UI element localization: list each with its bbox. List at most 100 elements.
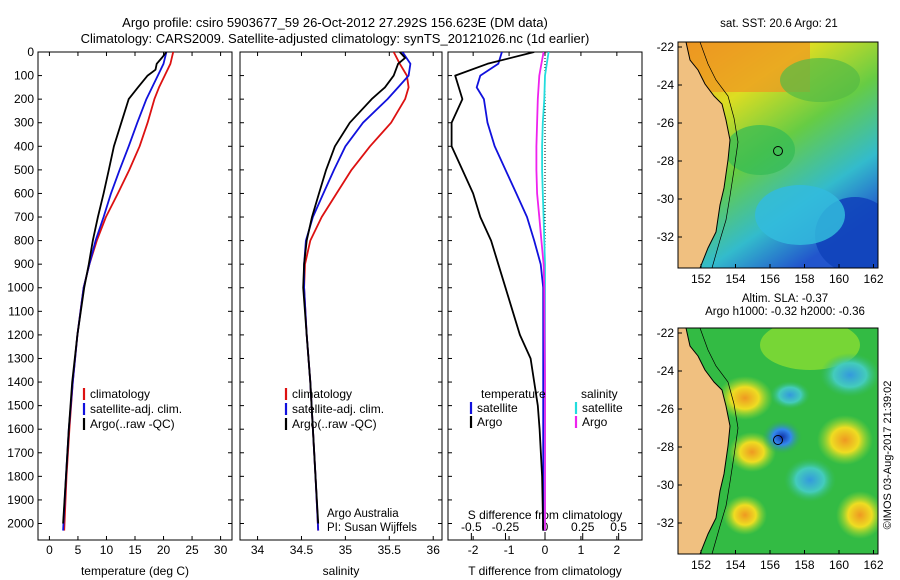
y-tick-label: 800 xyxy=(14,234,34,248)
y-tick-label: 1500 xyxy=(7,399,34,413)
credit-label: Argo Australia xyxy=(327,508,399,520)
x-tick-label: 36 xyxy=(427,543,441,557)
legend-label: Argo(..raw -QC) xyxy=(292,417,377,431)
map-x-tick-label: 160 xyxy=(829,272,849,286)
sla-yellow-4 xyxy=(723,495,767,535)
map-y-tick-label: -24 xyxy=(657,78,675,92)
x-tick-label: 15 xyxy=(128,543,142,557)
sla-cyan-1 xyxy=(784,458,836,502)
y-tick-label: 1100 xyxy=(8,304,34,318)
sla-cyan-north xyxy=(820,353,880,397)
x-tick-label: 34 xyxy=(251,543,265,557)
y-tick-label: 1900 xyxy=(7,493,34,507)
legend-label: satellite xyxy=(477,401,518,415)
x-tick-label: -1 xyxy=(504,543,515,557)
legend-label: satellite-adj. clim. xyxy=(90,402,182,416)
map-x-tick-label: 158 xyxy=(794,558,814,572)
series-line-satellite-adj-clim- xyxy=(304,52,410,531)
map-x-tick-label: 160 xyxy=(829,558,849,572)
sla-yellow-3 xyxy=(817,415,873,465)
x-tick-label: 10 xyxy=(100,543,114,557)
plot-frame xyxy=(240,52,442,540)
y-tick-label: 300 xyxy=(14,116,34,130)
y-tick-label: 2000 xyxy=(7,516,34,530)
x-tick-label: 0 xyxy=(542,543,549,557)
difference-panel: -2 -1 0 1 2 T difference from climatology -0.5… xyxy=(448,52,642,578)
map-y-tick-label: -26 xyxy=(657,116,675,130)
s-tick-label: -0.25 xyxy=(492,520,520,534)
map-x-tick-label: 154 xyxy=(725,558,745,572)
series-line-satellite-adj-clim- xyxy=(63,52,166,531)
x-tick-label: 1 xyxy=(578,543,585,557)
sla-map xyxy=(678,320,884,554)
y-tick-label: 900 xyxy=(14,257,34,271)
map-y-tick-label: -28 xyxy=(657,154,675,168)
legend-label: Argo(..raw -QC) xyxy=(90,417,175,431)
map-y-tick-label: -28 xyxy=(657,440,675,454)
y-tick-label: 1600 xyxy=(7,422,34,436)
sst-cool-patch xyxy=(780,58,860,102)
series-line-climatology xyxy=(304,52,409,531)
y-tick-label: 1300 xyxy=(7,351,34,365)
x-tick-label: 2 xyxy=(614,543,621,557)
x-tick-label: 20 xyxy=(157,543,171,557)
series-group xyxy=(452,52,549,531)
sla-cyan-2 xyxy=(770,381,810,409)
series-group xyxy=(63,52,173,531)
x-axis-label: T difference from climatology xyxy=(468,564,622,578)
y-tick-label: 1200 xyxy=(7,328,34,342)
y-tick-label: 700 xyxy=(14,210,34,224)
figure-title-line1: Argo profile: csiro 5903677_59 26-Oct-20… xyxy=(122,15,548,30)
figure-canvas: Argo profile: csiro 5903677_59 26-Oct-20… xyxy=(0,0,900,580)
map-x-tick-label: 162 xyxy=(863,558,883,572)
legend-label: satellite-adj. clim. xyxy=(292,402,384,416)
map-x-tick-label: 152 xyxy=(691,272,711,286)
map-y-tick-label: -30 xyxy=(657,192,675,206)
legend-label: Argo xyxy=(477,415,503,429)
y-tick-label: 1800 xyxy=(7,469,34,483)
x-tick-label: 0 xyxy=(46,543,53,557)
y-tick-label: 400 xyxy=(14,139,34,153)
y-tick-label: 600 xyxy=(14,186,34,200)
x-tick-label: 30 xyxy=(214,543,228,557)
s-tick-label: -0.5 xyxy=(461,520,482,534)
temperature-panel: 0 5 10 15 20 25 30 temperature (deg C) 0 100 200 30… xyxy=(7,45,232,578)
sst-map-title: sat. SST: 20.6 Argo: 21 xyxy=(720,18,838,30)
series-line-temperature-argo xyxy=(452,52,544,531)
sla-map-title2: Argo h1000: -0.32 h2000: -0.36 xyxy=(705,306,865,318)
sst-cyan-patch xyxy=(755,185,845,245)
x-axis-label: temperature (deg C) xyxy=(81,564,189,578)
sst-map xyxy=(678,42,895,273)
x-tick-label: 5 xyxy=(75,543,82,557)
x-tick-label: 35 xyxy=(339,543,353,557)
x-tick-label: 35.5 xyxy=(378,543,402,557)
legend-label: Argo xyxy=(582,415,608,429)
map-x-tick-label: 152 xyxy=(691,558,711,572)
sla-map-title1: Altim. SLA: -0.37 xyxy=(742,293,828,305)
y-tick-label: 200 xyxy=(14,92,34,106)
series-line-climatology xyxy=(64,52,173,531)
map-y-tick-label: -26 xyxy=(657,402,675,416)
legend-label: climatology xyxy=(90,387,150,401)
map-y-tick-label: -32 xyxy=(657,230,675,244)
map-y-tick-label: -22 xyxy=(657,326,675,340)
x-tick-label: 25 xyxy=(185,543,199,557)
series-group xyxy=(303,52,410,531)
y-tick-label: 500 xyxy=(14,163,34,177)
footer-timestamp: ©IMOS 03-Aug-2017 21:39:02 xyxy=(882,381,894,530)
x-tick-label: 34.5 xyxy=(290,543,314,557)
x-tick-label: -2 xyxy=(468,543,479,557)
s-tick-label: 0.5 xyxy=(610,520,627,534)
legend-title-salinity: salinity xyxy=(581,387,618,401)
sla-yellow-5 xyxy=(836,491,884,539)
series-line-temperature-satellite xyxy=(477,52,544,531)
pi-label: PI: Susan Wijffels xyxy=(327,522,417,534)
salinity-panel: 34 34.5 35 35.5 36salinityclimatologysatelli… xyxy=(240,52,442,578)
map-x-tick-label: 154 xyxy=(725,272,745,286)
s-tick-label: 0.25 xyxy=(571,520,595,534)
map-x-tick-label: 156 xyxy=(760,558,780,572)
map-x-tick-label: 156 xyxy=(760,272,780,286)
map-x-tick-label: 162 xyxy=(863,272,883,286)
map-y-tick-label: -32 xyxy=(657,516,675,530)
legend-label: satellite xyxy=(582,401,623,415)
